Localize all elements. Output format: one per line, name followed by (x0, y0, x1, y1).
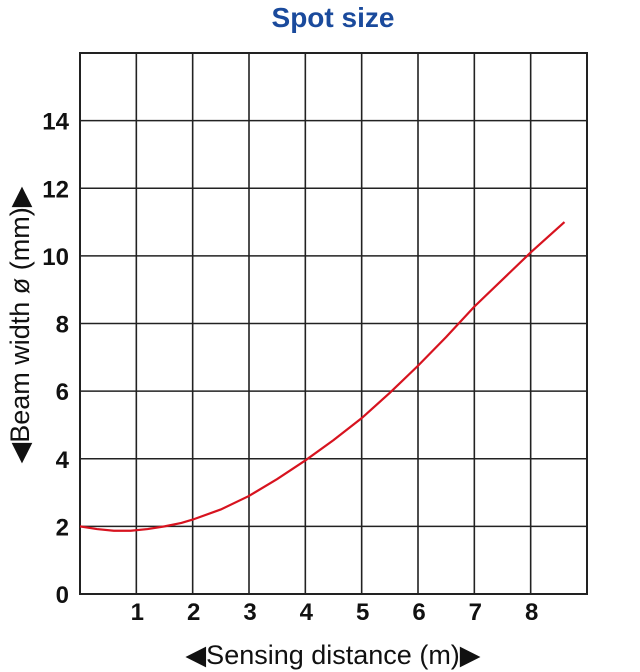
x-tick-label-1: 1 (131, 599, 144, 626)
y-tick-label-2: 2 (56, 514, 69, 541)
chart-title: Spot size (272, 2, 395, 33)
y-tick-labels: 0 2 4 6 8 10 12 14 (42, 109, 69, 609)
x-tick-label-6: 6 (412, 599, 425, 626)
y-tick-label-14: 14 (42, 109, 69, 136)
y-tick-label-4: 4 (56, 447, 70, 474)
y-tick-label-0: 0 (56, 582, 69, 609)
beam-width-line (79, 221, 566, 532)
y-tick-label-6: 6 (56, 379, 69, 406)
grid (80, 53, 587, 594)
x-tick-label-4: 4 (300, 599, 314, 626)
x-tick-labels: 1 2 3 4 5 6 7 8 (131, 599, 539, 626)
x-tick-label-8: 8 (525, 599, 538, 626)
x-tick-label-7: 7 (469, 599, 482, 626)
x-tick-label-5: 5 (356, 599, 369, 626)
y-tick-label-10: 10 (42, 244, 69, 271)
x-axis-label: ◀Sensing distance (m)▶ (185, 640, 480, 670)
y-tick-label-12: 12 (42, 176, 69, 203)
y-tick-label-8: 8 (56, 312, 69, 339)
x-tick-label-3: 3 (243, 599, 256, 626)
plot-frame (79, 52, 588, 595)
x-tick-label-2: 2 (187, 599, 200, 626)
y-axis-label: ◀Beam width ø (mm)▶ (5, 186, 35, 463)
